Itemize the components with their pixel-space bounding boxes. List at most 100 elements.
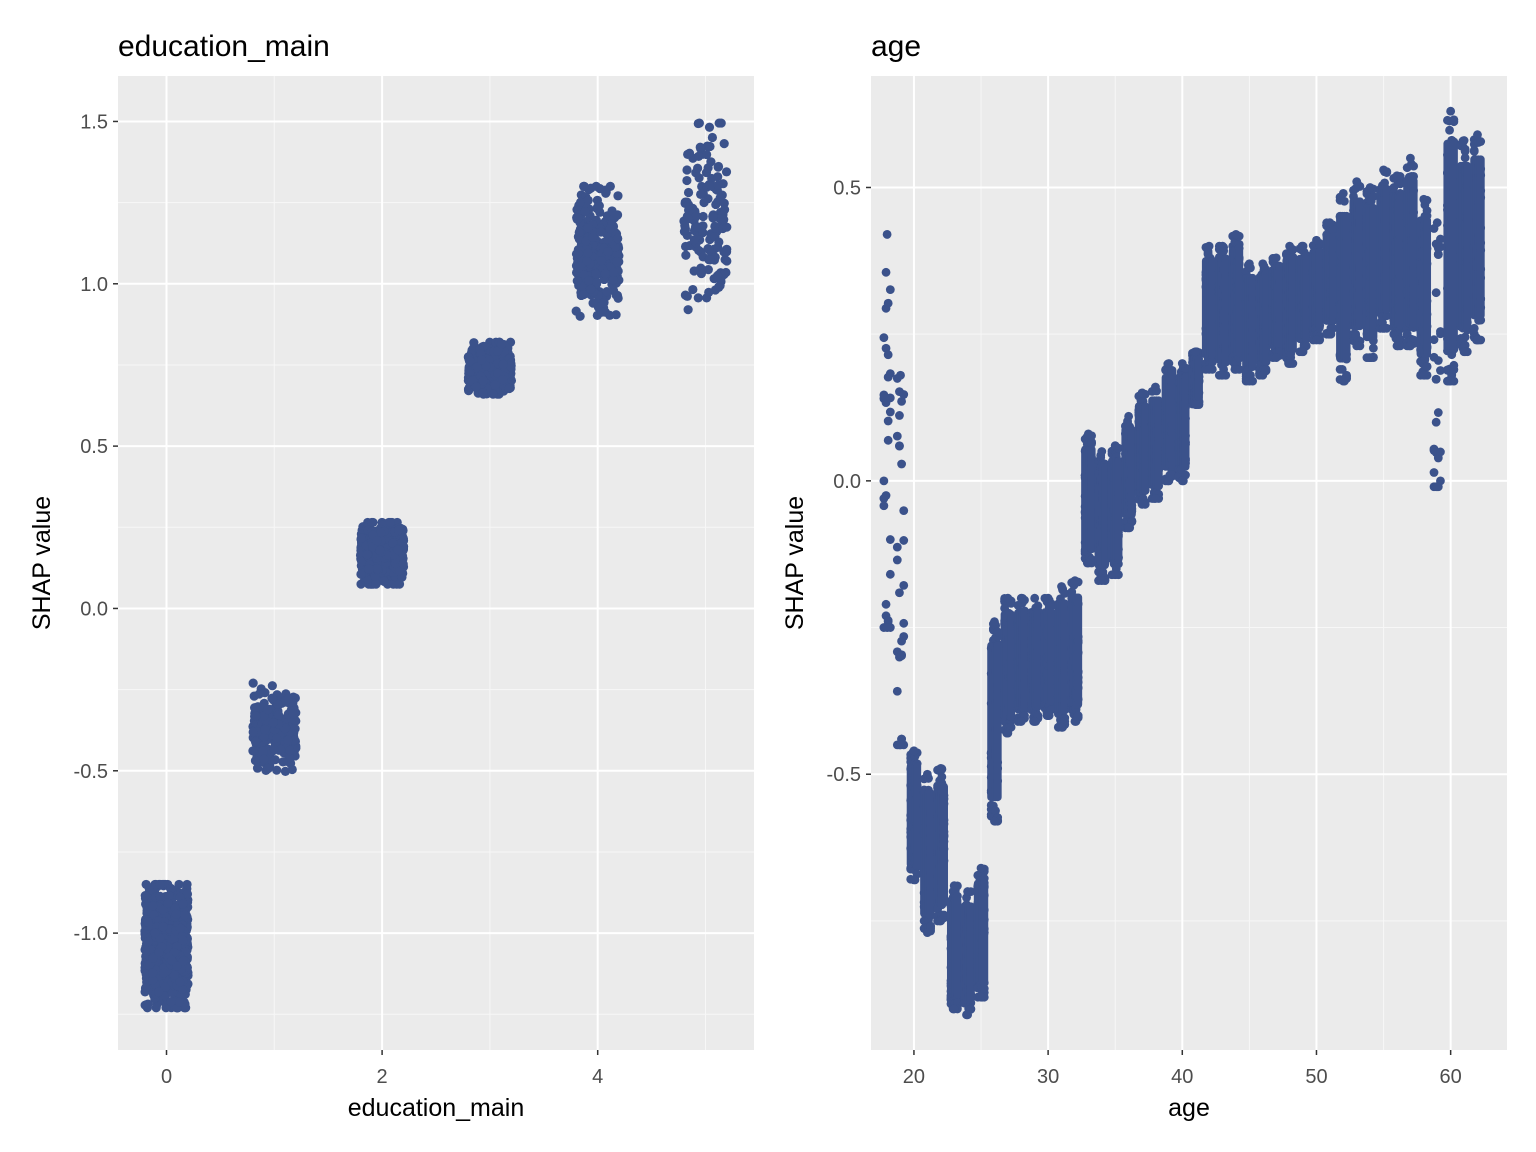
data-point — [573, 213, 583, 223]
data-point — [892, 686, 902, 696]
data-point — [949, 1004, 959, 1014]
data-point — [148, 953, 158, 964]
data-point — [285, 745, 295, 756]
data-point — [707, 132, 718, 143]
data-point — [588, 298, 598, 308]
data-point — [909, 875, 919, 885]
education-main-x-axis-title: education_main — [348, 1094, 525, 1122]
data-point — [895, 411, 904, 420]
data-point — [694, 151, 704, 161]
data-point — [1030, 717, 1040, 726]
data-point — [1164, 359, 1174, 368]
data-point — [582, 256, 592, 266]
data-point — [1097, 447, 1107, 456]
data-point — [175, 977, 185, 987]
data-point — [289, 735, 300, 745]
data-point — [892, 542, 902, 552]
data-point — [148, 968, 158, 978]
data-point — [600, 269, 610, 279]
data-point — [892, 431, 902, 441]
education-main-points — [140, 118, 732, 1013]
data-point — [579, 289, 589, 300]
data-point — [1070, 717, 1080, 726]
data-point — [1110, 570, 1120, 580]
x-tick-label: 2 — [377, 1066, 388, 1088]
data-point — [164, 890, 174, 901]
data-point — [1124, 523, 1134, 533]
data-point — [613, 191, 623, 201]
data-point — [592, 277, 602, 287]
data-point — [681, 250, 691, 260]
data-point — [683, 187, 694, 198]
data-point — [1244, 376, 1254, 386]
data-point — [719, 204, 730, 215]
data-point — [1151, 494, 1160, 503]
data-point — [885, 407, 895, 417]
data-point — [1191, 400, 1201, 409]
data-point — [594, 201, 604, 211]
data-point — [267, 681, 277, 691]
y-tick-label: 1.5 — [80, 111, 108, 133]
data-point — [498, 374, 508, 385]
data-point — [1043, 711, 1053, 720]
data-point — [892, 555, 902, 565]
data-point — [1043, 593, 1053, 603]
data-point — [1097, 576, 1107, 586]
data-point — [140, 983, 151, 993]
data-point — [252, 763, 263, 773]
data-point — [595, 184, 605, 194]
data-point — [1218, 241, 1227, 251]
data-point — [684, 148, 695, 158]
data-point — [897, 650, 906, 660]
data-point — [607, 206, 617, 216]
data-point — [596, 256, 607, 266]
data-point — [895, 588, 904, 598]
data-point — [693, 118, 703, 129]
data-point — [388, 538, 398, 548]
data-point — [1070, 576, 1080, 586]
data-point — [583, 195, 593, 205]
data-point — [882, 623, 892, 632]
data-point — [583, 248, 593, 258]
data-point — [465, 356, 475, 366]
data-point — [692, 222, 703, 232]
data-point — [178, 956, 188, 966]
data-point — [879, 333, 889, 343]
data-point — [248, 746, 258, 756]
data-point — [714, 237, 724, 247]
data-point — [140, 945, 150, 955]
data-point — [990, 617, 999, 627]
data-point — [1204, 241, 1214, 251]
data-point — [715, 193, 725, 203]
data-point — [287, 764, 297, 775]
data-point — [682, 165, 692, 175]
data-point — [580, 206, 590, 217]
data-point — [290, 724, 300, 734]
data-point — [936, 763, 946, 773]
data-point — [1083, 558, 1093, 568]
age-panel-title: age — [871, 30, 921, 63]
data-point — [166, 955, 177, 965]
data-point — [1312, 235, 1321, 245]
data-point — [155, 879, 165, 890]
data-point — [158, 922, 168, 932]
data-point — [505, 361, 515, 371]
data-point — [698, 211, 708, 222]
data-point — [713, 180, 723, 190]
data-point — [699, 197, 709, 208]
data-point — [574, 227, 584, 237]
education-main-y-axis-title: SHAP value — [28, 496, 56, 630]
data-point — [1164, 476, 1174, 486]
data-point — [936, 916, 946, 926]
data-point — [148, 901, 158, 911]
data-point — [1137, 499, 1147, 509]
data-point — [177, 984, 188, 994]
education-main-plot-area — [118, 76, 754, 1050]
data-point — [367, 517, 377, 528]
data-point — [1016, 593, 1026, 603]
data-point — [1231, 230, 1241, 239]
data-point — [356, 533, 366, 543]
data-point — [1057, 722, 1066, 732]
data-point — [885, 535, 895, 544]
data-point — [897, 396, 906, 406]
